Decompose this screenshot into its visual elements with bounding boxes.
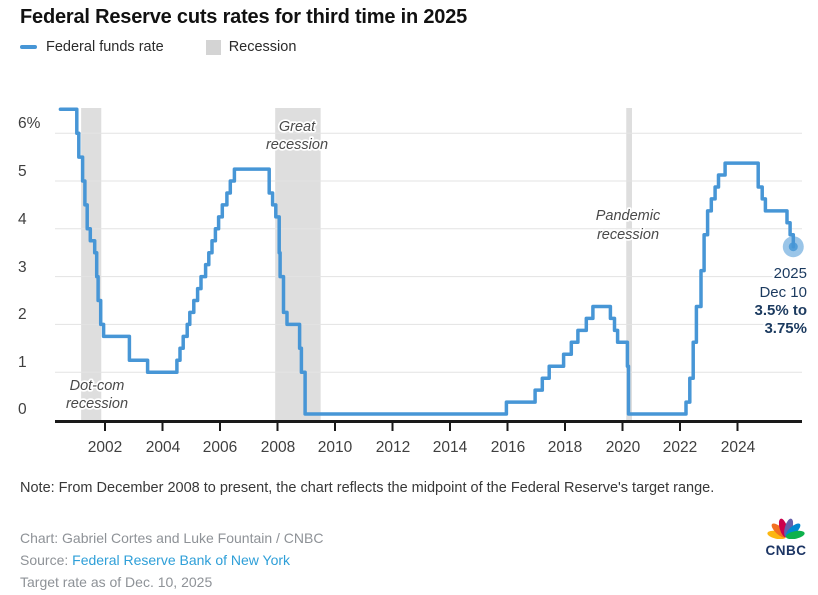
- x-axis-label: 2024: [721, 439, 756, 456]
- x-axis-label: 2006: [203, 439, 237, 456]
- x-axis-label: 2008: [261, 439, 295, 456]
- x-axis-label: 2004: [146, 439, 181, 456]
- y-axis-label: 3: [18, 259, 27, 276]
- chart-credits: Chart: Gabriel Cortes and Luke Fountain …: [20, 527, 323, 593]
- y-axis-labels: 6% 5 4 3 2 1 0: [18, 115, 41, 418]
- federal-funds-rate-line: [58, 107, 804, 416]
- x-axis-label: 2014: [433, 439, 468, 456]
- annotation-great-recession: Great: [279, 119, 316, 135]
- rate-chart: 6% 5 4 3 2 1 0 2002 2004 2006 2008 2010 …: [18, 107, 809, 456]
- peacock-icon: [767, 518, 805, 540]
- source-link[interactable]: Federal Reserve Bank of New York: [72, 552, 291, 568]
- cnbc-logo: CNBC: [762, 509, 810, 558]
- legend-item-recession: Recession: [205, 39, 297, 55]
- latest-value-date: Dec 10: [759, 284, 807, 301]
- page-title: Federal Reserve cuts rates for third tim…: [20, 6, 468, 28]
- x-axis-label: 2020: [606, 439, 641, 456]
- x-axis-label: 2002: [88, 439, 122, 456]
- legend-label: Federal funds rate: [46, 39, 164, 55]
- x-axis-label: 2016: [491, 439, 525, 456]
- x-axis-label: 2012: [376, 439, 410, 456]
- annotation-pandemic-recession: Pandemic: [596, 208, 661, 224]
- latest-value-range: 3.5% to: [754, 302, 807, 319]
- latest-value-range: 3.75%: [764, 320, 807, 337]
- y-axis-label: 2: [18, 306, 27, 323]
- annotation-pandemic-recession: recession: [597, 227, 659, 243]
- line-swatch-icon: [20, 45, 37, 49]
- target-rate-line: Target rate as of Dec. 10, 2025: [20, 574, 213, 590]
- legend-label: Recession: [228, 39, 297, 55]
- y-axis-label: 5: [18, 163, 27, 180]
- chart-note: Note: From December 2008 to present, the…: [20, 480, 715, 496]
- x-axis-label: 2022: [663, 439, 697, 456]
- annotation-great-recession: recession: [266, 137, 328, 153]
- y-axis-label: 0: [18, 401, 27, 418]
- x-axis-labels: 2002 2004 2006 2008 2010 2012 2014 2016 …: [88, 439, 756, 456]
- legend-item-federal-funds-rate: Federal funds rate: [20, 39, 164, 55]
- annotations: Dot-com recession Great recession Pandem…: [64, 117, 663, 414]
- annotation-dotcom-recession: recession: [66, 396, 128, 412]
- latest-value-label: 2025 Dec 10 3.5% to 3.75%: [752, 263, 809, 339]
- y-axis-label: 4: [18, 211, 27, 228]
- y-axis-label: 1: [18, 354, 27, 371]
- recession-swatch-icon: [205, 39, 221, 55]
- source-prefix: Source:: [20, 552, 73, 568]
- latest-value-date: 2025: [774, 265, 807, 282]
- annotation-dotcom-recession: Dot-com: [70, 378, 125, 394]
- source-line: Source: Federal Reserve Bank of New York: [20, 549, 323, 571]
- x-axis-label: 2018: [548, 439, 582, 456]
- recession-bands: [81, 108, 632, 422]
- y-axis-label: 6%: [18, 115, 41, 132]
- credit-line: Chart: Gabriel Cortes and Luke Fountain …: [20, 530, 324, 546]
- grid-and-axes: [55, 132, 802, 431]
- legend: Federal funds rate Recession: [20, 39, 296, 55]
- cnbc-logo-text: CNBC: [765, 543, 807, 558]
- x-axis-label: 2010: [318, 439, 353, 456]
